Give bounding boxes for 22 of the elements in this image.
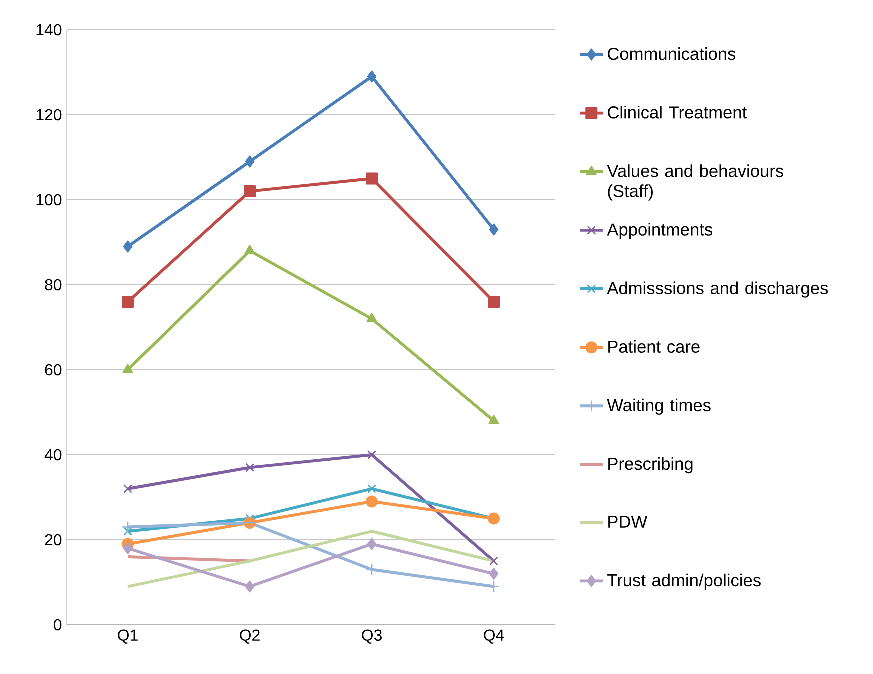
y-tick-label: 60 — [45, 364, 62, 376]
x-tick-label: Q1 — [118, 630, 138, 644]
legend-label: Waiting times — [607, 398, 711, 416]
legend-label: Trust admin/policies — [608, 574, 761, 590]
x-tick-label: Q2 — [240, 630, 260, 644]
legend-label: Patient care — [608, 340, 700, 354]
y-tick-label: 140 — [36, 24, 62, 36]
legend-label: Clinical Treatment — [608, 106, 748, 119]
legend-label: Communications — [608, 47, 736, 60]
y-tick-label: 0 — [54, 619, 62, 631]
x-tick-label: Q4 — [484, 630, 504, 644]
x-tick-label: Q3 — [362, 630, 382, 644]
y-tick-label: 20 — [45, 534, 62, 546]
legend-label: Admisssions and discharges — [607, 282, 828, 298]
legend-label: Values and behaviours (Staff) — [607, 164, 784, 201]
y-tick-label: 120 — [36, 109, 62, 121]
legend-label: PDW — [608, 516, 648, 528]
legend-label: Appointments — [607, 223, 713, 240]
legend-label: Prescribing — [608, 457, 693, 474]
y-tick-label: 40 — [44, 449, 62, 461]
y-tick-label: 80 — [45, 279, 62, 291]
y-tick-label: 100 — [36, 194, 62, 206]
